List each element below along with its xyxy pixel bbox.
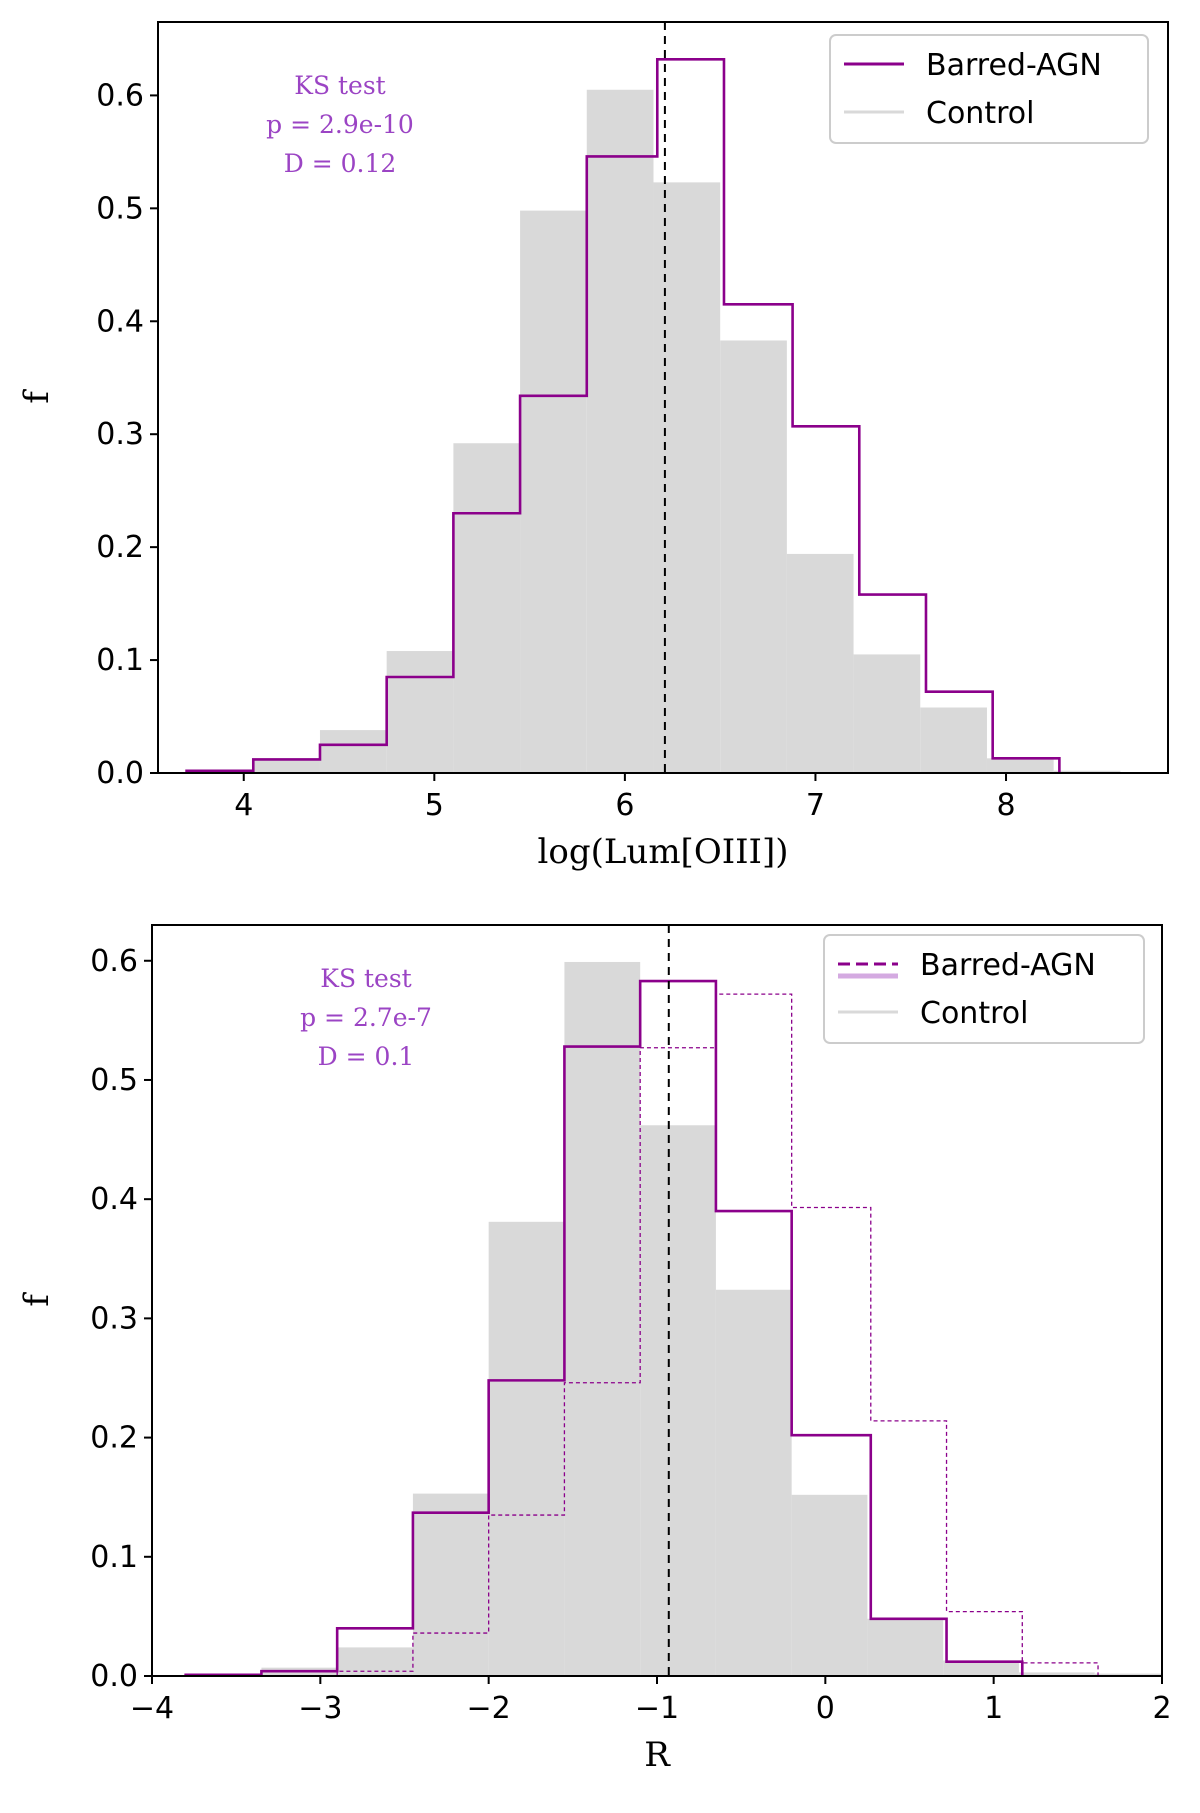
control-bar: [253, 759, 320, 773]
x-tick-label: 2: [1152, 1691, 1171, 1726]
y-tick-label: 0.4: [96, 304, 144, 339]
x-tick-label: 5: [425, 788, 444, 823]
control-bar: [791, 1494, 868, 1676]
x-axis-label-bottom: R: [644, 1735, 671, 1775]
control-bar: [1018, 1672, 1095, 1676]
y-tick-label: 0.2: [96, 530, 144, 565]
control-bar: [720, 340, 787, 773]
barred-agn-dashed-step-line: [336, 993, 1099, 1676]
x-tick-label: −3: [298, 1691, 342, 1726]
ks-test-p-value-top: p = 2.9e-10: [266, 110, 414, 139]
legend-bottom: Barred-AGN Control: [823, 934, 1145, 1044]
control-bar: [853, 654, 921, 773]
control-bar: [653, 182, 721, 774]
y-tick-label: 0.6: [96, 78, 144, 113]
barred-agn-steps-bottom: [184, 979, 1099, 1677]
legend-label-barred-agn-top: Barred-AGN: [926, 48, 1102, 83]
legend-box-bottom: [823, 934, 1145, 1044]
x-tick-label: −4: [130, 1691, 174, 1726]
ks-test-annotation-bottom: KS test p = 2.7e-7 D = 0.1: [300, 964, 432, 1071]
control-bar: [386, 651, 454, 773]
x-axis-ticks-bottom: −4 −3 −2 −1 0 1 2: [130, 1676, 1172, 1726]
control-bar: [520, 210, 587, 773]
y-axis-ticks-top: 0.0 0.1 0.2 0.3 0.4 0.5 0.6: [96, 78, 158, 791]
control-bar: [715, 1289, 792, 1676]
y-axis-label-top: f: [17, 389, 57, 404]
barred-agn-step-line: [184, 979, 1024, 1677]
control-bar: [453, 443, 521, 773]
y-tick-label: 0.1: [96, 643, 144, 678]
x-axis-ticks-top: 4 5 6 7 8: [234, 773, 1016, 823]
barred-agn-step-line: [185, 57, 1061, 773]
ks-test-annotation-top: KS test p = 2.9e-10 D = 0.12: [266, 71, 414, 178]
legend-label-control-top: Control: [926, 96, 1034, 131]
control-bar: [412, 1493, 489, 1676]
control-bars-top: [186, 89, 1121, 774]
control-bar: [640, 1125, 716, 1676]
top-histogram-panel: 4 5 6 7 8 0.0 0.1 0.2 0.3 0.4 0.5 0.6 log(Lum[OIII…: [17, 21, 1169, 872]
y-tick-label: 0.6: [90, 944, 138, 979]
y-tick-label: 0.2: [90, 1421, 138, 1456]
bottom-histogram-panel: −4 −3 −2 −1 0 1 2 0.0 0.1 0.2 0.3 0.4 0.5 0.6 R f KS…: [17, 924, 1172, 1775]
y-tick-label: 0.5: [90, 1063, 138, 1098]
x-tick-label: 6: [615, 788, 634, 823]
control-bar: [1094, 1673, 1162, 1676]
legend-box-top: [829, 34, 1149, 144]
control-bar: [986, 758, 1054, 773]
legend-label-control-bottom: Control: [920, 996, 1028, 1031]
y-tick-label: 0.1: [90, 1540, 138, 1575]
y-tick-label: 0.5: [96, 191, 144, 226]
x-tick-label: −2: [467, 1691, 511, 1726]
x-tick-label: 8: [996, 788, 1015, 823]
x-tick-label: 4: [234, 788, 253, 823]
ks-test-p-value-bottom: p = 2.7e-7: [300, 1003, 432, 1032]
legend-label-barred-agn-bottom: Barred-AGN: [920, 948, 1096, 983]
y-tick-label: 0.3: [96, 417, 144, 452]
control-bars-bottom: [185, 961, 1162, 1676]
control-bar: [920, 707, 987, 773]
y-axis-ticks-bottom: 0.0 0.1 0.2 0.3 0.4 0.5 0.6: [90, 944, 152, 1694]
ks-test-d-value-top: D = 0.12: [284, 149, 397, 178]
legend-top: Barred-AGN Control: [829, 34, 1149, 144]
ks-test-title-top: KS test: [294, 71, 385, 100]
x-tick-label: 7: [806, 788, 825, 823]
control-bar: [786, 553, 854, 773]
barred-agn-steps-top: [185, 57, 1061, 773]
x-tick-label: 0: [816, 1691, 835, 1726]
axes-frame-top: [157, 21, 1169, 774]
ks-test-d-value-bottom: D = 0.1: [318, 1042, 415, 1071]
ks-test-title-bottom: KS test: [320, 964, 411, 993]
y-tick-label: 0.3: [90, 1301, 138, 1336]
y-axis-label-bottom: f: [17, 1292, 57, 1307]
x-tick-label: −1: [635, 1691, 679, 1726]
y-tick-label: 0.4: [90, 1182, 138, 1217]
control-bar: [488, 1221, 565, 1676]
x-axis-label-top: log(Lum[OIII]): [537, 832, 788, 872]
control-bar: [943, 1660, 1019, 1676]
control-bar: [564, 961, 641, 1676]
x-tick-label: 1: [984, 1691, 1003, 1726]
y-tick-label: 0.0: [90, 1659, 138, 1694]
control-bar: [867, 1618, 944, 1676]
control-bar: [586, 89, 654, 773]
y-tick-label: 0.0: [96, 756, 144, 791]
control-bar: [1053, 770, 1121, 773]
control-bar: [319, 730, 387, 773]
